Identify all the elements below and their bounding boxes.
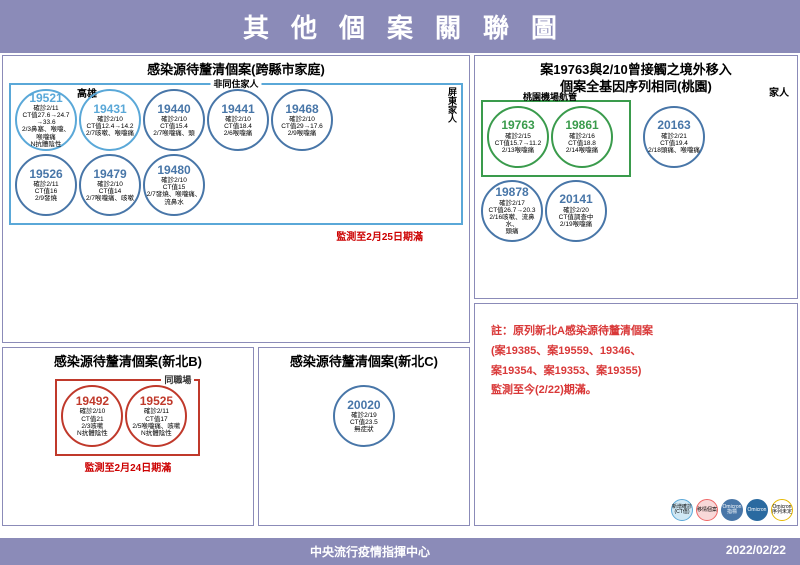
case-19763: 19763確診2/15CT值15.7→11.22/13喉嚨痛 <box>487 106 549 168</box>
legend-item: Omicron指標 <box>721 499 743 521</box>
panel-taoyuan: 案19763與2/10曾接觸之境外移入個案全基因序列相同(桃園) 桃園機場航管 … <box>474 55 798 299</box>
legend-item: 新增確診(CT值) <box>671 499 693 521</box>
case-19878: 19878確診2/17CT值26.7→20.32/16咳嗽、流鼻水、頭痛 <box>481 180 543 242</box>
sub-label: 桃園機場航管 <box>523 90 577 103</box>
panel-xinbei-b: 感染源待釐清個案(新北B) 同職場 19492確診2/10CT值212/3咳嗽N… <box>2 347 254 526</box>
footer: 中央流行疫情指揮中心 2022/02/22 <box>0 538 800 565</box>
case-row: 19492確診2/10CT值212/3咳嗽N抗體陰性19525確診2/11CT值… <box>61 385 194 447</box>
monitor-note: 監測至2月24日期滿 <box>9 459 247 474</box>
case-20163: 20163確診2/21CT值19.42/18頭痛、喉嚨痛 <box>643 106 705 168</box>
panel-cross-county: 感染源待釐清個案(跨縣市家庭) 非同住家人 高雄 屏東家人 新北家人 19521… <box>2 55 470 343</box>
case-19521: 19521確診2/11CT值27.6→24.7→33.62/3鼻塞、喉嚨、喉嚨痛… <box>15 89 77 151</box>
cluster-box: 桃園機場航管 19763確診2/15CT值15.7→11.22/13喉嚨痛198… <box>481 100 631 177</box>
case-row: 19763確診2/15CT值15.7→11.22/13喉嚨痛19861確診2/1… <box>487 106 625 168</box>
case-20020: 20020確診2/19CT值23.5無症狀 <box>333 385 395 447</box>
case-19480: 19480確診2/10CT值152/7發燒、喉嚨痛、流鼻水 <box>143 154 205 216</box>
case-20141: 20141確診2/20CT值調查中2/19喉嚨痛 <box>545 180 607 242</box>
case-19441: 19441確診2/10CT值18.42/6喉嚨痛 <box>207 89 269 151</box>
legend-item: Omicron序列未定 <box>771 499 793 521</box>
legend-item: Omicron <box>746 499 768 521</box>
family-label: 家人 <box>769 84 789 99</box>
note-text: 註：原列新北A感染源待釐清個案(案19385、案19559、19346、案193… <box>481 310 791 413</box>
case-19861: 19861確診2/16CT值18.82/14喉嚨痛 <box>551 106 613 168</box>
page-title: 其他個案關聯圖 <box>0 0 800 53</box>
case-row: 19526確診2/11CT值162/9發燒19479確診2/10CT值142/7… <box>15 154 457 216</box>
legend-item: 移情個案 <box>696 499 718 521</box>
case-row: 20020確診2/19CT值23.5無症狀 <box>265 385 463 447</box>
panel-title: 感染源待釐清個案(新北C) <box>265 354 463 371</box>
case-19440: 19440確診2/10CT值15.42/7喉嚨痛、頭 <box>143 89 205 151</box>
cluster-box: 非同住家人 高雄 屏東家人 新北家人 19521確診2/11CT值27.6→24… <box>9 83 463 225</box>
panel-note: 註：原列新北A感染源待釐清個案(案19385、案19559、19346、案193… <box>474 303 798 526</box>
panel-xinbei-c: 感染源待釐清個案(新北C) 20020確診2/19CT值23.5無症狀 <box>258 347 470 526</box>
monitor-note: 監測至2月25日期滿 <box>9 228 423 243</box>
panel-title: 感染源待釐清個案(新北B) <box>9 354 247 371</box>
case-19492: 19492確診2/10CT值212/3咳嗽N抗體陰性 <box>61 385 123 447</box>
case-19525: 19525確診2/11CT值172/5喉嚨痛、咳嗽N抗體陰性 <box>125 385 187 447</box>
case-19431: 19431確診2/10CT值12.4→14.22/7咳嗽、喉嚨痛 <box>79 89 141 151</box>
footer-date: 2022/02/22 <box>726 543 786 560</box>
legend: 新增確診(CT值)移情個案Omicron指標OmicronOmicron序列未定 <box>671 499 793 521</box>
case-row: 19521確診2/11CT值27.6→24.7→33.62/3鼻塞、喉嚨、喉嚨痛… <box>15 89 457 151</box>
case-19468: 19468確診2/10CT值29→17.62/9喉嚨痛 <box>271 89 333 151</box>
footer-center: 中央流行疫情指揮中心 <box>310 543 430 560</box>
case-19526: 19526確診2/11CT值162/9發燒 <box>15 154 77 216</box>
main-content: 感染源待釐清個案(跨縣市家庭) 非同住家人 高雄 屏東家人 新北家人 19521… <box>0 53 800 528</box>
case-row: 19878確診2/17CT值26.7→20.32/16咳嗽、流鼻水、頭痛2014… <box>481 180 791 242</box>
cluster-box: 同職場 19492確診2/10CT值212/3咳嗽N抗體陰性19525確診2/1… <box>55 379 200 456</box>
case-19479: 19479確診2/10CT值142/7喉嚨痛、咳嗽 <box>79 154 141 216</box>
